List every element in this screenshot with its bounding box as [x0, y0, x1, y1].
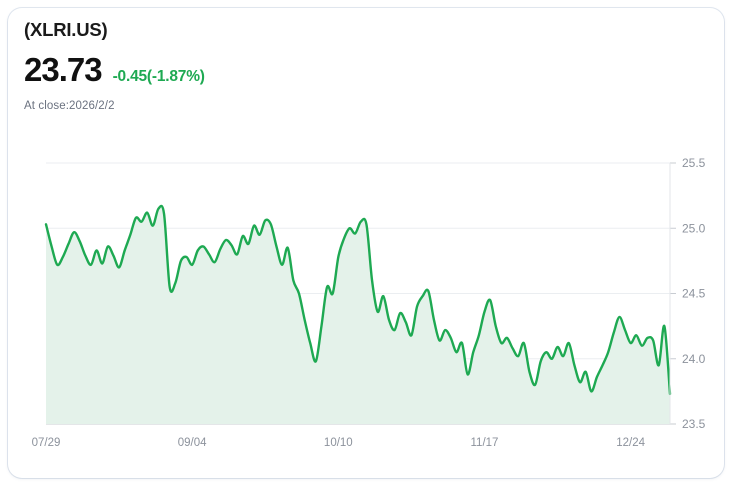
quote-header: (XLRI.US) 23.73 -0.45(-1.87%) At close:2…: [24, 18, 708, 112]
y-axis-label: 24.0: [682, 352, 706, 366]
x-axis-label: 07/29: [32, 437, 61, 449]
last-price: 23.73: [24, 51, 103, 89]
price-row: 23.73 -0.45(-1.87%): [24, 53, 708, 86]
x-axis-label: 10/10: [324, 437, 353, 449]
chart-line: [44, 204, 672, 396]
x-axis-label: 11/17: [471, 437, 499, 449]
x-axis-label: 12/24: [616, 437, 645, 449]
y-axis-label: 24.5: [682, 287, 706, 301]
y-axis-label: 25.0: [682, 221, 706, 235]
y-axis-label: 25.5: [682, 156, 706, 170]
price-change: -0.45(-1.87%): [112, 68, 205, 86]
x-axis-label: 09/04: [178, 437, 207, 449]
price-chart-svg[interactable]: 25.5 25.0 24.5 24.0 23.5 07/29 09/04 10/10 11/1…: [8, 146, 724, 458]
price-line-path: [44, 204, 672, 396]
y-axis-labels: 25.5 25.0 24.5 24.0 23.5: [682, 156, 706, 431]
stock-quote-card: (XLRI.US) 23.73 -0.45(-1.87%) At close:2…: [8, 8, 724, 478]
chart-area-fill: [46, 205, 670, 424]
x-axis-labels: 07/29 09/04 10/10 11/17 12/24: [32, 437, 646, 449]
ticker-symbol: (XLRI.US): [24, 19, 108, 40]
price-chart[interactable]: 25.5 25.0 24.5 24.0 23.5 07/29 09/04 10/10 11/1…: [8, 146, 724, 458]
y-axis-label: 23.5: [682, 417, 706, 431]
close-timestamp: At close:2026/2/2: [24, 100, 115, 113]
area-fill-path: [46, 205, 670, 424]
